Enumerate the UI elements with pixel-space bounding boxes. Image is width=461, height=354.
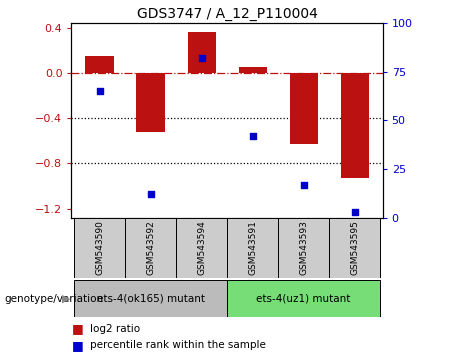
Text: log2 ratio: log2 ratio: [90, 324, 140, 333]
Bar: [136, 73, 165, 132]
Title: GDS3747 / A_12_P110004: GDS3747 / A_12_P110004: [136, 7, 318, 21]
Text: GSM543590: GSM543590: [95, 220, 104, 275]
Text: GSM543595: GSM543595: [350, 220, 359, 275]
Point: [96, 88, 103, 94]
Text: GSM543594: GSM543594: [197, 221, 206, 275]
Point: [300, 182, 307, 188]
Point: [198, 55, 205, 61]
FancyBboxPatch shape: [74, 280, 227, 317]
FancyBboxPatch shape: [278, 218, 329, 278]
Point: [249, 133, 256, 139]
Text: ets-4(ok165) mutant: ets-4(ok165) mutant: [96, 293, 205, 303]
FancyBboxPatch shape: [74, 218, 125, 278]
Text: percentile rank within the sample: percentile rank within the sample: [90, 340, 266, 350]
Text: ▶: ▶: [62, 294, 71, 304]
Text: ■: ■: [71, 322, 83, 335]
Point: [147, 192, 154, 197]
Point: [351, 209, 358, 215]
Text: GSM543591: GSM543591: [248, 220, 257, 275]
FancyBboxPatch shape: [227, 218, 278, 278]
Bar: [238, 67, 266, 73]
FancyBboxPatch shape: [227, 280, 380, 317]
Bar: [188, 32, 216, 73]
FancyBboxPatch shape: [176, 218, 227, 278]
Text: GSM543593: GSM543593: [299, 220, 308, 275]
Bar: [85, 56, 113, 73]
Text: GSM543592: GSM543592: [146, 221, 155, 275]
FancyBboxPatch shape: [125, 218, 176, 278]
Text: ■: ■: [71, 339, 83, 352]
FancyBboxPatch shape: [329, 218, 380, 278]
Bar: [341, 73, 369, 178]
Text: genotype/variation: genotype/variation: [5, 294, 104, 304]
Bar: [290, 73, 318, 144]
Text: ets-4(uz1) mutant: ets-4(uz1) mutant: [256, 293, 351, 303]
